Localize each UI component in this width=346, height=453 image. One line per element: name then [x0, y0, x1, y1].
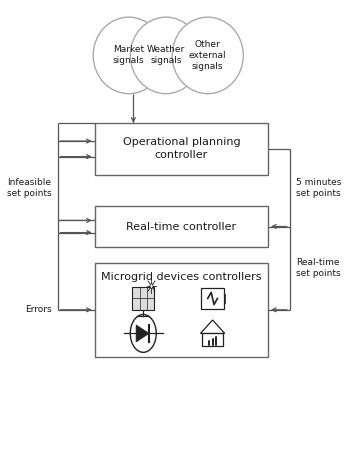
Text: Real-time controller: Real-time controller: [126, 222, 236, 231]
Text: Other
external
signals: Other external signals: [189, 40, 227, 71]
Bar: [133, 287, 154, 310]
Polygon shape: [136, 325, 149, 342]
Bar: [224, 294, 225, 303]
Text: Infeasible
set points: Infeasible set points: [7, 178, 52, 198]
Ellipse shape: [130, 17, 201, 94]
Circle shape: [130, 314, 156, 352]
Ellipse shape: [93, 17, 164, 94]
Bar: [95, 206, 268, 247]
Text: Microgrid devices controllers: Microgrid devices controllers: [101, 272, 262, 282]
Bar: [201, 288, 224, 308]
Bar: [202, 333, 223, 346]
Text: Weather
signals: Weather signals: [147, 45, 185, 66]
Text: Errors: Errors: [25, 305, 52, 314]
Text: 5 minutes
set points: 5 minutes set points: [296, 178, 341, 198]
Text: Real-time
set points: Real-time set points: [296, 258, 340, 278]
Text: Operational planning
controller: Operational planning controller: [122, 137, 240, 160]
Bar: [95, 263, 268, 357]
Text: Market
signals: Market signals: [113, 45, 145, 66]
Polygon shape: [200, 320, 225, 333]
Circle shape: [150, 284, 153, 288]
Ellipse shape: [172, 17, 243, 94]
Bar: [95, 123, 268, 175]
